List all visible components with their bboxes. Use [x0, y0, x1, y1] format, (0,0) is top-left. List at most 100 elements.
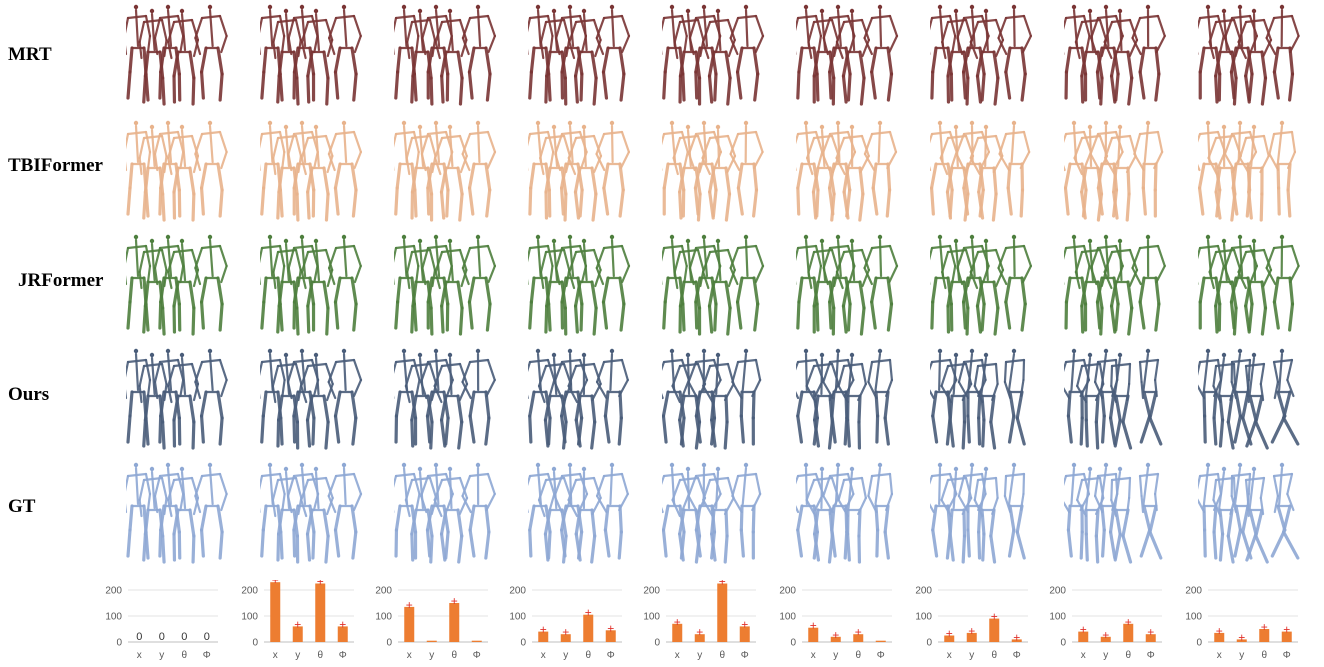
skeleton-sequence	[796, 2, 906, 114]
row-label-mrt: MRT	[8, 44, 52, 65]
error-marker: +	[1147, 625, 1154, 639]
row-label-tbiformer: TBIFormer	[8, 155, 103, 176]
skeleton-sequence	[1064, 460, 1174, 572]
bar	[944, 635, 955, 642]
bar	[694, 634, 705, 642]
skeleton-sequence	[528, 118, 638, 230]
error-marker: +	[540, 623, 547, 637]
bar	[1100, 636, 1111, 642]
bar-chart: 0 100 200 + x + y + θ + Φ	[632, 580, 762, 666]
skeleton-sequence	[528, 232, 638, 344]
skeleton-sequence	[930, 460, 1040, 572]
x-tick-label: Φ	[1147, 650, 1155, 661]
error-marker: +	[1238, 630, 1245, 644]
x-tick-label: x	[137, 650, 142, 661]
x-tick-label: y	[295, 650, 300, 661]
bar	[583, 614, 594, 642]
bar	[966, 632, 977, 642]
data-label: 0	[159, 631, 165, 643]
x-tick-label: x	[273, 650, 278, 661]
error-marker: +	[562, 625, 569, 639]
y-tick-label: 0	[116, 638, 122, 649]
skeleton-sequence	[1198, 118, 1308, 230]
x-tick-label: Φ	[877, 650, 885, 661]
skeleton-sequence	[796, 118, 906, 230]
bar-chart: 0 100 200 + x y + θ Φ	[364, 580, 494, 666]
bar	[853, 634, 864, 642]
x-tick-label: x	[1217, 650, 1222, 661]
skeleton-sequence	[394, 346, 504, 458]
y-tick-label: 100	[779, 612, 796, 623]
skeleton-sequence	[662, 346, 772, 458]
error-marker: +	[294, 617, 301, 631]
row-label-ours: Ours	[8, 384, 50, 405]
error-marker: +	[1013, 630, 1020, 644]
x-tick-label: y	[429, 650, 434, 661]
error-marker: +	[1125, 615, 1132, 629]
row-label-gt: GT	[8, 496, 36, 517]
y-tick-label: 200	[105, 586, 122, 597]
error-marker: +	[339, 617, 346, 631]
bar	[560, 634, 571, 642]
bar	[1145, 634, 1156, 642]
y-tick-label: 100	[1185, 612, 1202, 623]
bar-chart: 0 100 200 + x + y + θ + Φ	[1174, 580, 1304, 666]
x-tick-label: θ	[855, 650, 861, 661]
error-marker: +	[719, 580, 726, 589]
skeleton-sequence	[662, 460, 772, 572]
y-tick-label: 0	[926, 638, 932, 649]
x-tick-label: θ	[585, 650, 591, 661]
y-tick-label: 0	[1196, 638, 1202, 649]
skeleton-sequence	[1198, 2, 1308, 114]
x-tick-label: θ	[719, 650, 725, 661]
bar	[471, 640, 482, 642]
error-marker: +	[1102, 628, 1109, 642]
x-tick-label: y	[969, 650, 974, 661]
x-tick-label: x	[811, 650, 816, 661]
skeleton-sequence	[1064, 232, 1174, 344]
y-tick-label: 200	[509, 586, 526, 597]
bar	[875, 640, 886, 642]
y-tick-label: 100	[915, 612, 932, 623]
y-tick-label: 0	[252, 638, 258, 649]
skeleton-sequence	[394, 460, 504, 572]
x-tick-label: x	[675, 650, 680, 661]
skeleton-sequence	[930, 118, 1040, 230]
skeleton-sequence	[796, 346, 906, 458]
error-marker: +	[991, 610, 998, 624]
bar	[538, 631, 549, 642]
bar-chart: 0 100 200 + x + y + θ Φ	[768, 580, 898, 666]
x-tick-label: y	[833, 650, 838, 661]
y-tick-label: 200	[779, 586, 796, 597]
skeleton-sequence	[260, 232, 370, 344]
skeleton-sequence	[394, 232, 504, 344]
skeleton-sequence	[930, 2, 1040, 114]
x-tick-label: x	[407, 650, 412, 661]
x-tick-label: θ	[1125, 650, 1131, 661]
skeleton-sequence	[662, 232, 772, 344]
bar	[739, 626, 750, 642]
skeleton-sequence	[662, 2, 772, 114]
y-tick-label: 0	[1060, 638, 1066, 649]
bar-chart: 0 100 200 + x + y + θ + Φ	[904, 580, 1034, 666]
error-marker: +	[696, 625, 703, 639]
error-marker: +	[1283, 623, 1290, 637]
skeleton-sequence	[260, 460, 370, 572]
bar	[337, 626, 348, 642]
y-tick-label: 0	[520, 638, 526, 649]
skeleton-sequence	[126, 118, 236, 230]
error-marker: +	[585, 606, 592, 620]
y-tick-label: 100	[643, 612, 660, 623]
bar	[672, 623, 683, 642]
bar-chart-strip: 0 100 200 0 x 0 y 0 θ 0 Φ 0 100 200 + x + y + θ + Φ 0 100 200 + x y…	[0, 580, 1324, 667]
error-marker: +	[1216, 624, 1223, 638]
error-marker: +	[855, 625, 862, 639]
error-marker: +	[741, 617, 748, 631]
bar-chart: 0 100 200 0 x 0 y 0 θ 0 Φ	[94, 580, 224, 666]
bar	[605, 630, 616, 642]
error-marker: +	[832, 628, 839, 642]
data-label: 0	[204, 631, 210, 643]
skeleton-sequence	[126, 346, 236, 458]
row-label-jrformer: JRFormer	[18, 270, 104, 291]
x-tick-label: y	[159, 650, 164, 661]
